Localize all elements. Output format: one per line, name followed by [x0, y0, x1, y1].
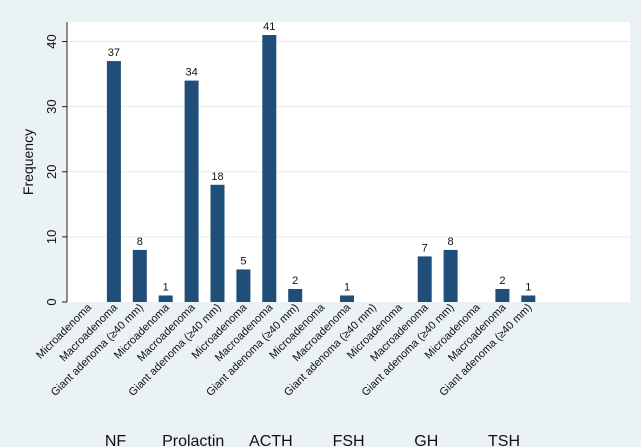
bar: [495, 288, 510, 302]
bar-value-label: 1: [163, 281, 169, 293]
bar-value-label: 7: [422, 242, 428, 254]
bar: [236, 269, 251, 302]
group-label: ACTH: [249, 433, 293, 447]
bar: [288, 288, 303, 302]
group-label: Prolactin: [162, 433, 224, 447]
bar-value-label: 2: [499, 275, 505, 287]
y-tick-label: 10: [44, 230, 59, 244]
bar: [443, 249, 458, 302]
bars: [106, 35, 536, 303]
y-axis: [62, 22, 68, 303]
bar-value-label: 5: [240, 255, 246, 267]
plot-area: [67, 22, 630, 302]
group-label: NF: [105, 433, 127, 447]
gridlines: [67, 41, 630, 238]
y-tick-label: 40: [44, 34, 59, 48]
bar-value-label: 2: [292, 275, 298, 287]
bar-value-label: 1: [525, 281, 531, 293]
y-axis-title: Frequency: [20, 129, 36, 195]
bar: [132, 249, 147, 302]
bar-value-label: 34: [185, 67, 197, 79]
bar: [158, 295, 173, 302]
bar-value-label: 18: [211, 171, 223, 183]
group-label: FSH: [333, 433, 365, 447]
bar: [340, 295, 354, 302]
bar: [521, 295, 536, 302]
y-tick-label: 20: [44, 165, 59, 179]
bar-value-label: 41: [263, 21, 275, 33]
y-tick-label: 0: [44, 298, 59, 305]
bar: [184, 80, 199, 303]
bar-value-label: 8: [448, 236, 454, 248]
bar-value-label: 37: [108, 47, 120, 59]
group-label: GH: [414, 433, 438, 447]
bar: [262, 35, 277, 302]
bar-value-label: 8: [137, 236, 143, 248]
y-tick-label: 30: [44, 99, 59, 113]
bar-value-label: 1: [344, 281, 350, 293]
bar: [106, 61, 121, 303]
group-label: TSH: [488, 433, 520, 447]
bar: [210, 184, 225, 302]
bar: [417, 256, 432, 302]
